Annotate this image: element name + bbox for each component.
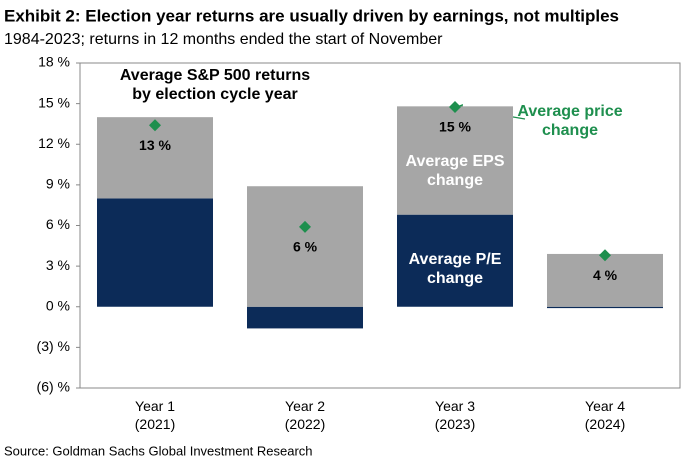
marker [449,101,461,114]
marker [299,220,311,233]
y-tick-label: 12 % [38,135,70,151]
y-tick-label: 3 % [46,257,70,273]
x-tick-label: Year 2 (2022) [284,398,326,432]
y-tick-label: (3) % [37,338,70,354]
value-label: 13 % [139,137,171,153]
marker [149,119,161,132]
bar [397,106,513,215]
bar [247,306,363,329]
x-tick-label: Year 1 (2021) [134,398,176,432]
series-label: Average price change [517,103,623,139]
y-tick-label: 9 % [46,176,70,192]
series-label: Average P/E change [408,251,502,287]
chart-title: Exhibit 2: Election year returns are usu… [4,6,619,25]
source: Source: Goldman Sachs Global Investment … [4,443,313,458]
value-label: 15 % [439,119,471,135]
x-tick-label: Year 3 (2023) [434,398,476,432]
bar [547,306,663,309]
x-tick-label: Year 4 (2024) [584,398,626,432]
y-tick-label: 18 % [38,54,70,70]
bar [97,198,213,307]
bar [247,186,363,307]
y-tick-label: 6 % [46,216,70,232]
bar [547,253,663,307]
y-tick-label: 15 % [38,94,70,110]
chart-subtitle: 1984-2023; returns in 12 months ended th… [4,31,443,48]
marker [599,249,611,262]
y-tick-label: (6) % [37,379,70,395]
bar [397,214,513,307]
value-label: 4 % [593,267,618,283]
value-label: 6 % [293,239,318,255]
annotation: Average S&P 500 returns by election cycl… [119,67,311,103]
series-label: Average EPS change [405,153,505,189]
y-tick-label: 0 % [46,297,70,313]
